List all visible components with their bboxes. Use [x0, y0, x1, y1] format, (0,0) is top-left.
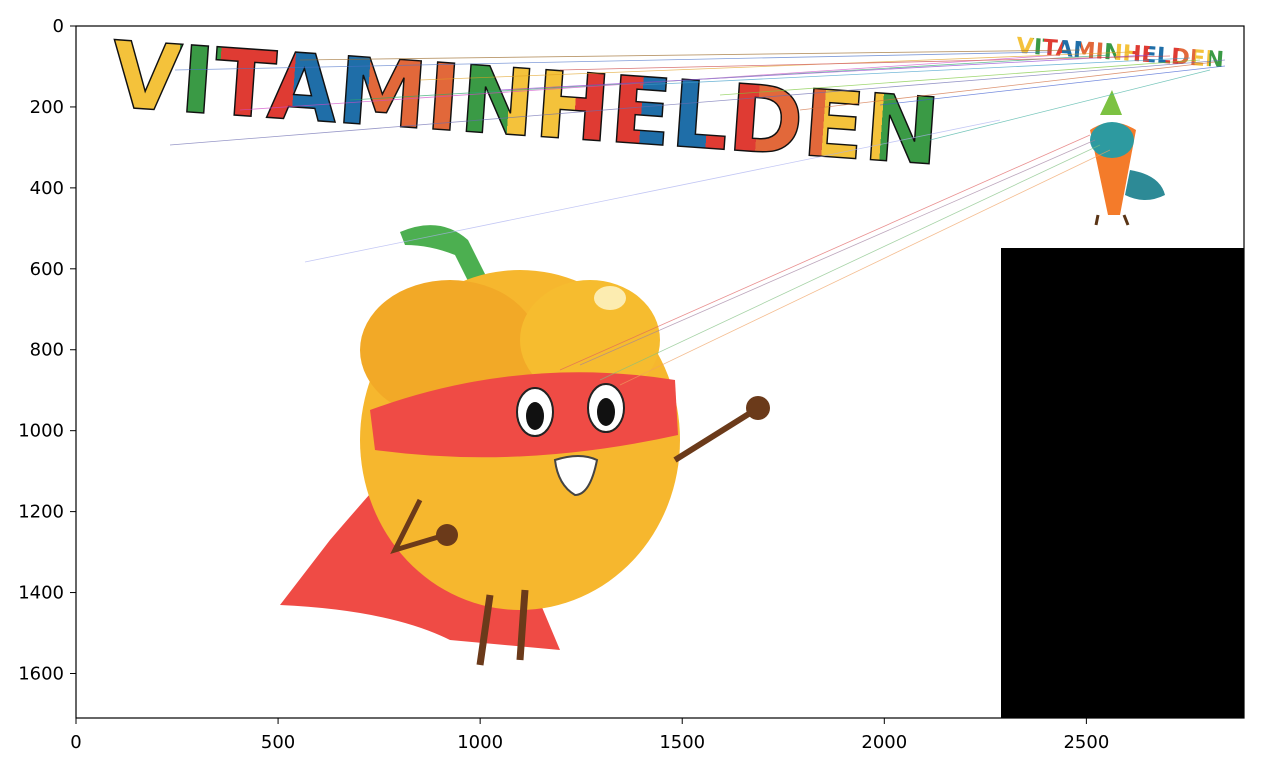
y-tick-label: 1000: [18, 421, 64, 442]
y-tick-label: 400: [30, 178, 64, 199]
y-tick-label: 600: [30, 259, 64, 280]
ticks: 0 500 1000 1500 2000 2500 0 200 400 600 800 1000 120…: [18, 16, 1109, 753]
x-tick-label: 2500: [1063, 732, 1109, 753]
x-tick-label: 1000: [457, 732, 503, 753]
x-tick-label: 0: [70, 732, 81, 753]
y-tick-label: 1400: [18, 583, 64, 604]
x-tick-label: 500: [261, 732, 295, 753]
x-tick-label: 2000: [861, 732, 907, 753]
y-tick-label: 200: [30, 97, 64, 118]
y-tick-label: 800: [30, 340, 64, 361]
carrot: [1090, 90, 1165, 226]
y-tick-label: 1600: [18, 663, 64, 684]
match-lines: [169, 49, 1226, 386]
y-tick-label: 1200: [18, 502, 64, 523]
image: VITAMINHELDEN VITAMINHELDEN: [76, 21, 1244, 718]
y-tick-label: 0: [53, 16, 64, 37]
axes-frame: [75, 25, 1245, 719]
black-region: [1001, 248, 1244, 718]
pepper: [280, 225, 770, 666]
x-tick-label: 1500: [659, 732, 705, 753]
